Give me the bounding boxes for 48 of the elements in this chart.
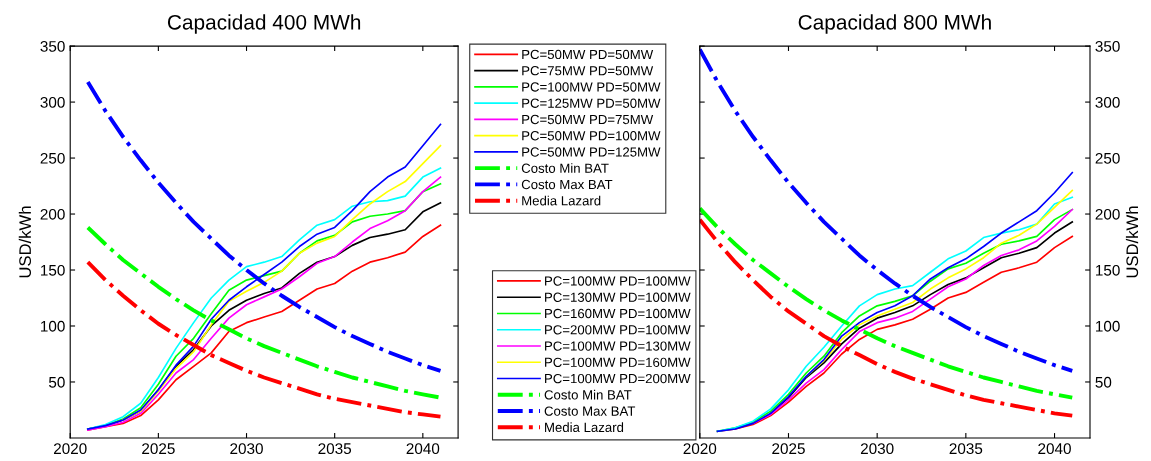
y2-tick-label: 350 xyxy=(1095,40,1120,52)
legend-label: PC=100MW PD=200MW xyxy=(545,373,691,384)
x-tick-label: 2035 xyxy=(318,443,352,455)
y2-tick-label: 50 xyxy=(1095,376,1112,388)
legend-label: Costo Max BAT xyxy=(521,179,613,190)
y2-axis-title: USD/kWh xyxy=(1125,206,1139,278)
legend-label: Costo Min BAT xyxy=(521,163,609,173)
y-tick-label: 150 xyxy=(41,264,65,276)
legend-label: PC=50MW PD=100MW xyxy=(522,131,661,141)
legend-label: PC=50MW PD=125MW xyxy=(522,147,661,157)
legend-label: PC=100MW PD=50MW xyxy=(522,82,661,92)
x-tick-label: 2035 xyxy=(949,443,983,455)
chart-title: Capacidad 800 MWh xyxy=(798,14,991,34)
legend-label: PC=100MW PD=100MW xyxy=(545,276,691,286)
legend-label: PC=130MW PD=100MW xyxy=(545,292,691,302)
legend-label: Media Lazard xyxy=(545,422,624,433)
y-tick-label: 50 xyxy=(48,376,65,388)
x-tick-label: 2030 xyxy=(230,443,263,455)
chart-title: Capacidad 400 MWh xyxy=(167,14,361,34)
legend-label: PC=125MW PD=50MW xyxy=(522,98,661,108)
x-tick-label: 2020 xyxy=(53,443,87,455)
legend-label: Costo Min BAT xyxy=(544,389,632,400)
y-tick-label: 200 xyxy=(40,208,65,220)
y2-tick-label: 200 xyxy=(1095,208,1120,220)
x-tick-label: 2030 xyxy=(860,443,894,455)
y-tick-label: 300 xyxy=(40,96,65,108)
legend-label: PC=160MW PD=100MW xyxy=(545,308,691,319)
y2-tick-label: 150 xyxy=(1096,264,1120,276)
y2-tick-label: 250 xyxy=(1095,152,1120,164)
legend-label: PC=75MW PD=50MW xyxy=(522,66,654,76)
legend-label: Costo Max BAT xyxy=(544,406,636,416)
x-tick-label: 2040 xyxy=(1038,443,1071,455)
x-tick-label: 2020 xyxy=(683,443,717,455)
y-tick-label: 100 xyxy=(41,320,65,332)
legend-label: PC=200MW PD=100MW xyxy=(545,325,691,335)
y-tick-label: 350 xyxy=(40,40,65,52)
legend-label: PC=100MW PD=160MW xyxy=(545,357,691,367)
legend-label: PC=50MW PD=50MW xyxy=(522,49,654,60)
y-tick-label: 250 xyxy=(40,152,65,164)
y2-tick-label: 100 xyxy=(1096,320,1120,332)
x-tick-label: 2040 xyxy=(406,443,440,455)
y2-tick-label: 300 xyxy=(1095,96,1120,108)
x-tick-label: 2025 xyxy=(772,443,805,455)
legend-label: PC=100MW PD=130MW xyxy=(545,341,691,351)
legend-label: Media Lazard xyxy=(522,195,601,206)
x-tick-label: 2025 xyxy=(142,443,175,455)
y-axis-title: USD/kWh xyxy=(18,206,32,278)
legend-label: PC=50MW PD=75MW xyxy=(522,114,654,125)
